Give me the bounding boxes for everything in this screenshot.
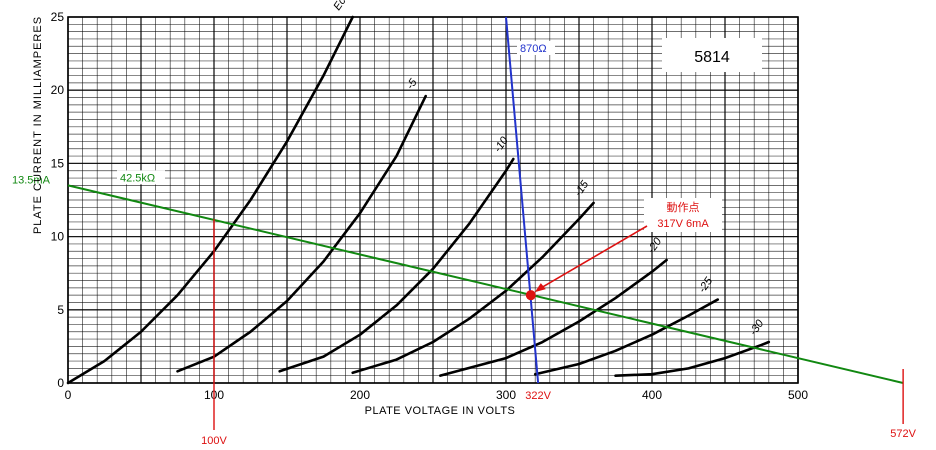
plate-curve [439, 258, 668, 377]
operating-point-arrow [538, 225, 648, 290]
y-tick-label: 10 [51, 230, 65, 244]
load-line-label: 870Ω [520, 43, 547, 55]
title-box [662, 38, 762, 72]
curve-label: -20 [645, 235, 664, 256]
voltage-marker-label: 322V [525, 390, 551, 402]
operating-point-title: 動作点 [667, 200, 700, 214]
x-axis-label: PLATE VOLTAGE IN VOLTS [365, 405, 516, 417]
load-line-label: 42.5kΩ [120, 172, 155, 184]
y-tick-label: 0 [57, 376, 64, 390]
load-line-label-bg [517, 41, 555, 55]
curve-label: -25 [696, 275, 715, 296]
load-lines: 42.5kΩ 870Ω [67, 16, 904, 384]
curve-label: -30 [747, 317, 766, 338]
x-tick-label: 400 [642, 388, 662, 402]
chart-title: 5814 [694, 49, 730, 66]
y-axis-label: PLATE CURRENT IN MILLIAMPERES [32, 16, 44, 234]
x-tick-label: 500 [788, 388, 808, 402]
operating-point-label-bg [644, 198, 722, 232]
curve-label: Ec=0 [331, 0, 356, 13]
operating-point-arrowhead [534, 283, 546, 293]
voltage-markers: 13.5mA 100V 322V 572V [12, 174, 917, 447]
load-line-label-bg [117, 170, 165, 185]
operating-point-value: 317V 6mA [657, 218, 709, 230]
y-tick-label: 15 [51, 156, 65, 170]
plate-curve [351, 201, 595, 375]
plate-curve [278, 157, 515, 373]
plate-curve [533, 298, 719, 376]
curve-label: -15 [572, 178, 591, 199]
plate-curve [176, 94, 427, 373]
plot-frame [67, 16, 799, 384]
voltage-marker-label: 572V [890, 428, 916, 440]
voltage-marker-label: 100V [201, 435, 227, 447]
annotations: 動作点 317V 6mA [525, 198, 722, 301]
x-tick-label: 0 [65, 388, 72, 402]
curve-label: -10 [492, 134, 511, 155]
y-tick-label: 25 [51, 10, 65, 24]
y-tick-label: 20 [51, 83, 65, 97]
x-tick-label: 200 [350, 388, 370, 402]
plate-curve [614, 340, 771, 377]
y-tick-label: 5 [57, 303, 64, 317]
load-line [505, 16, 540, 384]
y-marker-label: 13.5mA [12, 174, 51, 186]
plot-border [67, 16, 799, 384]
operating-point-dot [525, 290, 536, 301]
curve-label: -5 [404, 76, 420, 92]
load-line [67, 184, 904, 384]
x-tick-label: 300 [496, 388, 516, 402]
